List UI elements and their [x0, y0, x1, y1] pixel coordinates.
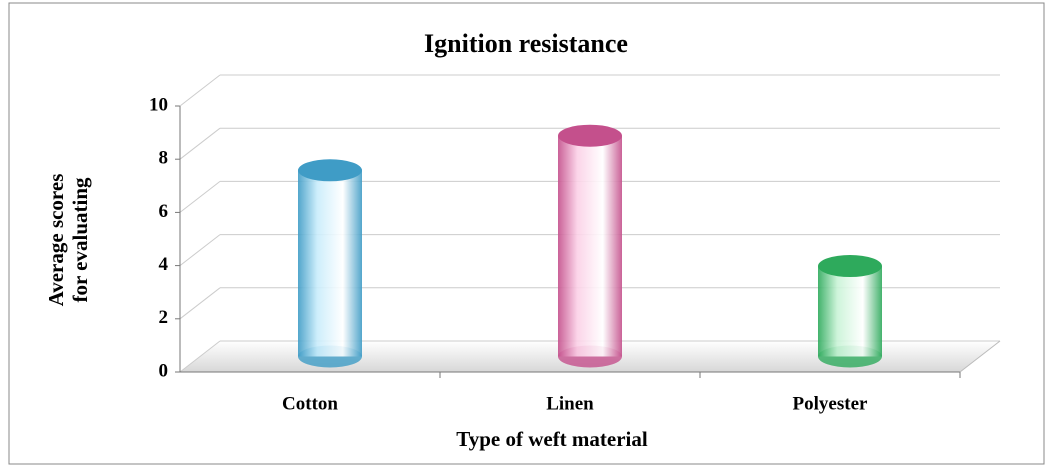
grid-line [179, 287, 221, 320]
x-tick-label: Polyester [793, 393, 868, 414]
x-tick-label: Cotton [282, 393, 338, 414]
y-tick-label: 2 [159, 307, 169, 328]
bar [558, 135, 622, 357]
y-axis-title-line: Average scores [44, 174, 68, 307]
grid-line [179, 340, 221, 373]
y-tick-label: 8 [159, 148, 169, 169]
bar-top [298, 159, 362, 182]
y-tick-label: 10 [149, 94, 168, 115]
bar [298, 170, 362, 357]
y-tick-label: 0 [159, 360, 169, 381]
y-axis-title: Average scores for evaluating [44, 174, 92, 307]
grid-line [179, 74, 221, 107]
y-tick-label: 6 [159, 201, 169, 222]
x-tick-label: Linen [546, 393, 594, 414]
grid-line [179, 127, 221, 160]
grid-line [179, 181, 221, 213]
x-axis-depth [959, 340, 1001, 373]
bar [818, 266, 882, 357]
y-axis-title-line: for evaluating [68, 177, 92, 303]
x-axis-title: Type of weft material [456, 427, 648, 451]
frame [8, 2, 1045, 465]
bar-top [558, 124, 622, 147]
bar-top [818, 255, 882, 278]
grid-line [179, 234, 221, 266]
y-tick-label: 4 [159, 254, 169, 275]
chart-title: Ignition resistance [424, 29, 628, 58]
